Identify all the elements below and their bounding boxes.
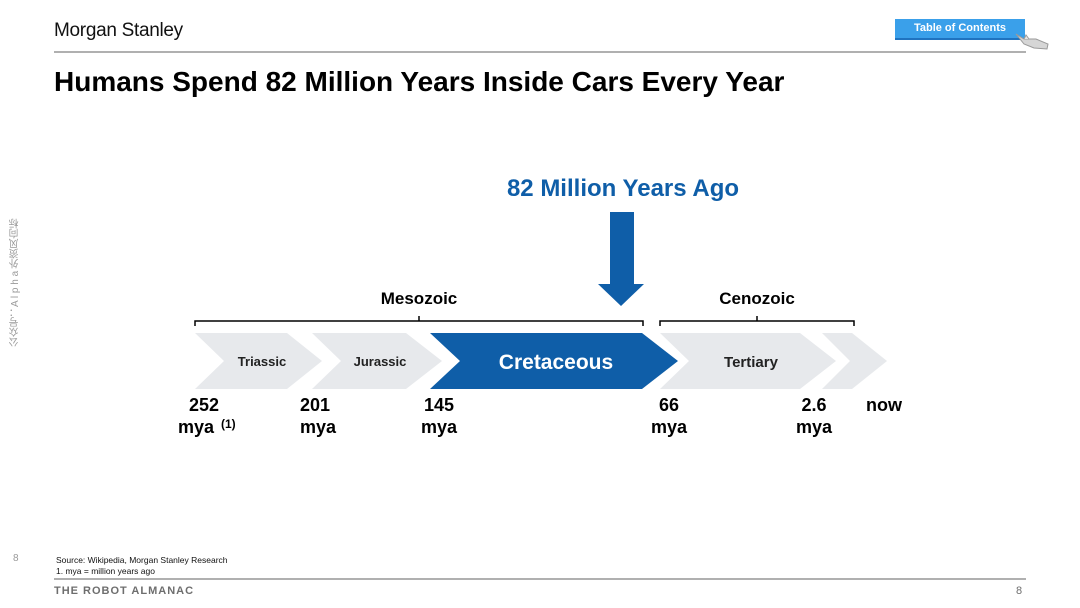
period-chevron-triassic — [195, 333, 322, 389]
period-label-triassic: Triassic — [238, 354, 286, 369]
tick-value-66: 66 — [659, 395, 679, 415]
period-chevron-tertiary — [660, 333, 836, 389]
page-number: 8 — [1016, 585, 1023, 597]
era-label-mesozoic: Mesozoic — [381, 289, 458, 308]
footnote-1: 1. mya = million years ago — [56, 566, 155, 576]
tick-unit-252: mya — [178, 417, 215, 437]
publication-name: THE ROBOT ALMANAC — [54, 585, 195, 597]
tick-footnote-ref: (1) — [221, 417, 236, 431]
tick-value-2-6: 2.6 — [801, 395, 826, 415]
era-brace-mesozoic — [194, 316, 644, 326]
source-note: Source: Wikipedia, Morgan Stanley Resear… — [56, 555, 228, 565]
tick-value-145: 145 — [424, 395, 454, 415]
footnotes: Source: Wikipedia, Morgan Stanley Resear… — [56, 555, 228, 577]
toc-button[interactable]: Table of Contents — [895, 19, 1025, 40]
tick-value-252: 252 — [189, 395, 219, 415]
logo: Morgan Stanley — [54, 20, 183, 41]
era-label-cenozoic: Cenozoic — [719, 289, 795, 308]
tick-unit-201: mya — [300, 417, 337, 437]
down-arrow — [598, 212, 644, 306]
pointer-hand-icon — [1015, 33, 1049, 50]
callout-label: 82 Million Years Ago — [507, 175, 739, 202]
period-chevron-recent — [822, 333, 887, 389]
era-brace-cenozoic — [659, 316, 855, 326]
period-label-jurassic: Jurassic — [354, 354, 407, 369]
bottom-rule — [54, 578, 1026, 580]
side-page-number: 8 — [13, 553, 19, 564]
tick-value-now: now — [866, 395, 903, 415]
tick-unit-2-6: mya — [796, 417, 833, 437]
period-chevron-cretaceous — [430, 333, 678, 389]
tick-unit-145: mya — [421, 417, 458, 437]
page-title: Humans Spend 82 Million Years Inside Car… — [54, 66, 785, 97]
period-label-cretaceous: Cretaceous — [499, 351, 613, 374]
period-label-tertiary: Tertiary — [724, 354, 779, 371]
tick-value-201: 201 — [300, 395, 330, 415]
period-chevron-jurassic — [312, 333, 442, 389]
tick-unit-66: mya — [651, 417, 688, 437]
top-rule — [54, 51, 1026, 53]
